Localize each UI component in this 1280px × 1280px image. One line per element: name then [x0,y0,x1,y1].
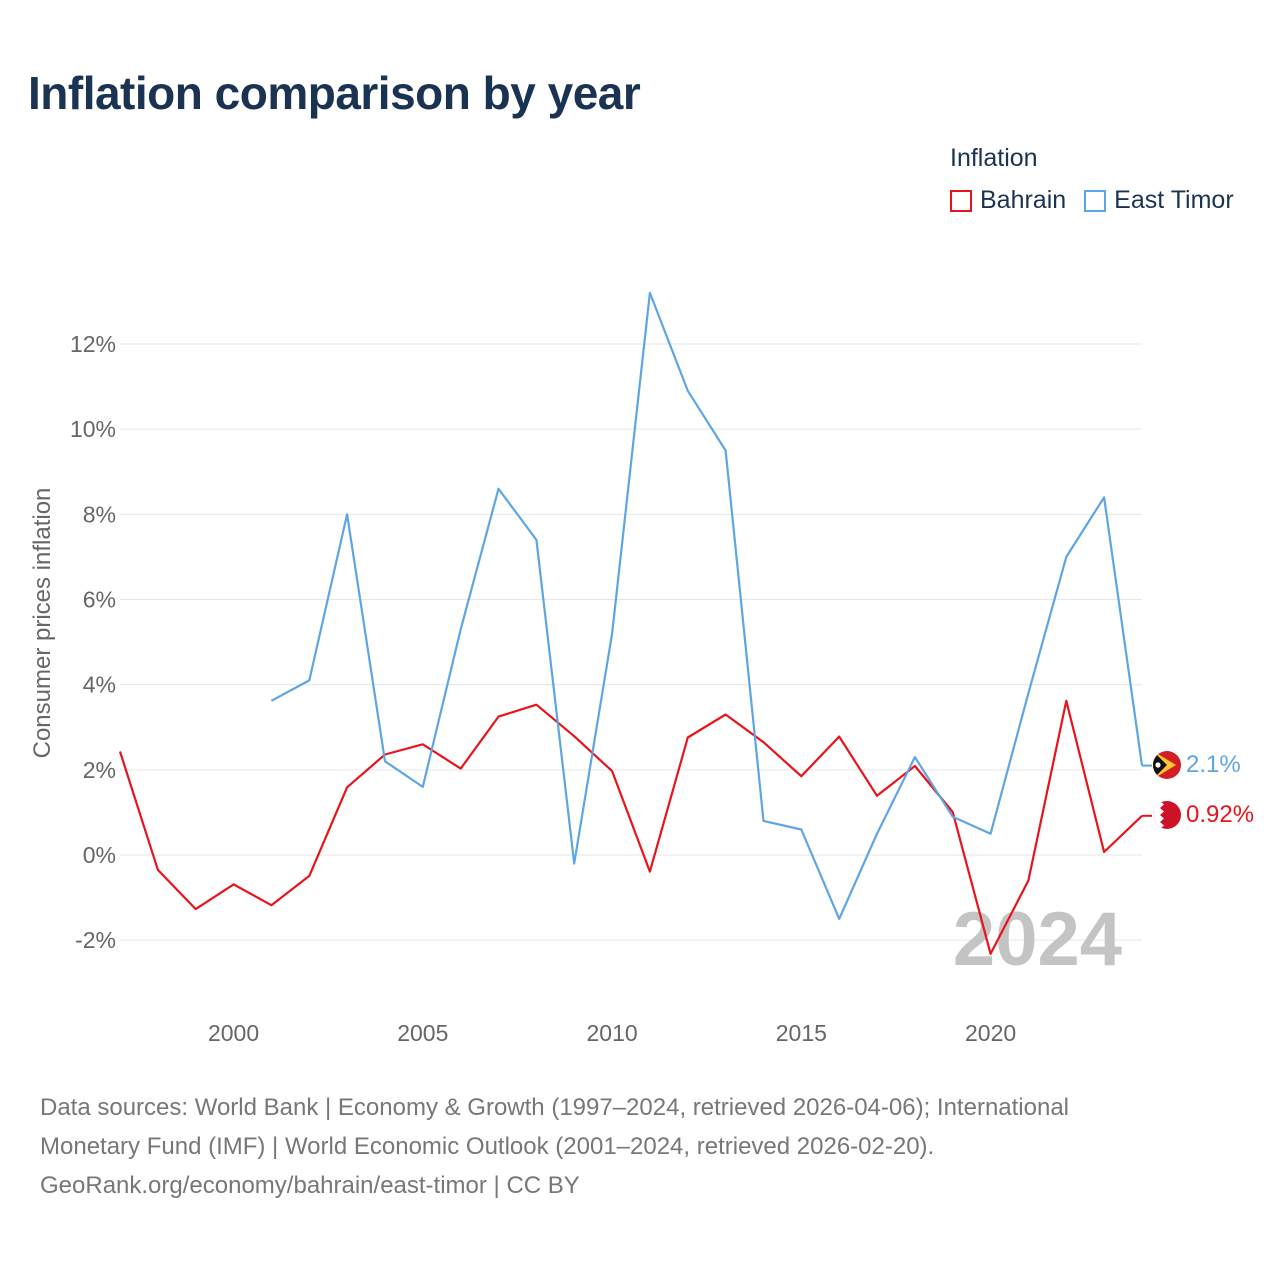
x-tick-label: 2005 [397,1020,448,1046]
legend-title: Inflation [950,144,1038,172]
legend-label-bahrain: Bahrain [980,186,1067,214]
data-point-bahrain[interactable] [1023,876,1033,886]
data-point-bahrain[interactable] [607,766,617,776]
data-point-bahrain[interactable] [153,865,163,875]
data-point-bahrain[interactable] [342,782,352,792]
data-point-east-timor[interactable] [759,816,769,826]
x-tick-label: 2015 [776,1020,827,1046]
data-point-bahrain[interactable] [115,747,125,757]
data-point-bahrain[interactable] [1099,847,1109,857]
data-point-east-timor[interactable] [569,859,579,869]
footer-line-1: Data sources: World Bank | Economy & Gro… [40,1094,1070,1121]
data-point-east-timor[interactable] [872,829,882,839]
footer-line-2: Monetary Fund (IMF) | World Economic Out… [40,1133,935,1160]
data-point-east-timor[interactable] [834,914,844,924]
data-point-east-timor[interactable] [266,696,276,706]
data-point-bahrain[interactable] [494,712,504,722]
footer-sources: Data sources: World Bank | Economy & Gro… [40,1088,1240,1205]
data-point-east-timor[interactable] [910,752,920,762]
end-label-bahrain: 0.92% [1186,801,1254,828]
data-point-bahrain[interactable] [683,733,693,743]
legend-item-east-timor[interactable]: East Timor [1084,186,1234,215]
data-point-east-timor[interactable] [683,386,693,396]
data-point-east-timor[interactable] [531,535,541,545]
data-point-bahrain[interactable] [266,900,276,910]
footer-line-3: GeoRank.org/economy/bahrain/east-timor |… [40,1172,580,1199]
legend-item-bahrain[interactable]: Bahrain [950,186,1066,215]
data-point-east-timor[interactable] [1099,492,1109,502]
data-point-east-timor[interactable] [607,629,617,639]
year-watermark: 2024 [953,897,1122,982]
data-point-east-timor[interactable] [796,825,806,835]
data-point-east-timor[interactable] [948,812,958,822]
series-line-bahrain[interactable] [118,699,1143,955]
x-tick-label: 2000 [208,1020,259,1046]
data-point-bahrain[interactable] [721,710,731,720]
legend-swatch-bahrain [950,189,972,212]
data-point-east-timor[interactable] [1137,761,1147,771]
data-point-east-timor[interactable] [1061,552,1071,562]
east-timor-flag-icon [1153,751,1181,779]
data-point-bahrain[interactable] [645,867,655,877]
data-point-bahrain[interactable] [1061,696,1071,706]
legend-label-east-timor: East Timor [1114,186,1234,214]
data-point-bahrain[interactable] [986,949,996,959]
data-point-bahrain[interactable] [1137,811,1147,821]
data-point-east-timor[interactable] [380,756,390,766]
data-point-east-timor[interactable] [304,675,314,685]
series-line-east-timor[interactable] [270,291,1144,920]
data-point-bahrain[interactable] [418,739,428,749]
legend-swatch-east-timor [1084,189,1107,212]
x-tick-label: 2020 [965,1020,1016,1046]
end-label-east-timor: 2.1% [1186,751,1241,778]
data-point-east-timor[interactable] [418,782,428,792]
y-tick-label: 0% [83,842,116,868]
y-tick-label: 10% [70,416,116,442]
data-point-east-timor[interactable] [1023,688,1033,698]
legend: Bahrain East Timor [950,186,1252,215]
data-point-bahrain[interactable] [872,791,882,801]
data-point-east-timor[interactable] [494,484,504,494]
y-tick-label: 12% [70,331,116,357]
data-point-bahrain[interactable] [456,764,466,774]
y-tick-label: 8% [83,501,116,527]
line-chart: -2% 0% 2% 4% 6% 8% 10% 12% 2000 2005 2010 2015 2020… [29,288,1254,1046]
bahrain-flag-icon [1153,801,1181,829]
data-point-bahrain[interactable] [834,732,844,742]
data-point-east-timor[interactable] [645,288,655,298]
x-tick-label: 2010 [586,1020,637,1046]
data-point-bahrain[interactable] [229,879,239,889]
data-point-bahrain[interactable] [569,731,579,741]
y-axis-label: Consumer prices inflation [29,488,56,759]
data-point-east-timor[interactable] [342,509,352,519]
y-tick-label: -2% [75,927,116,953]
data-point-east-timor[interactable] [721,446,731,456]
chart-title: Inflation comparison by year [28,67,641,119]
data-point-bahrain[interactable] [796,771,806,781]
data-point-east-timor[interactable] [456,624,466,634]
data-point-bahrain[interactable] [531,700,541,710]
y-tick-label: 6% [83,587,116,613]
data-point-bahrain[interactable] [304,871,314,881]
y-tick-label: 2% [83,757,116,783]
data-point-east-timor[interactable] [986,829,996,839]
data-point-bahrain[interactable] [759,737,769,747]
y-tick-label: 4% [83,672,116,698]
data-point-bahrain[interactable] [191,904,201,914]
